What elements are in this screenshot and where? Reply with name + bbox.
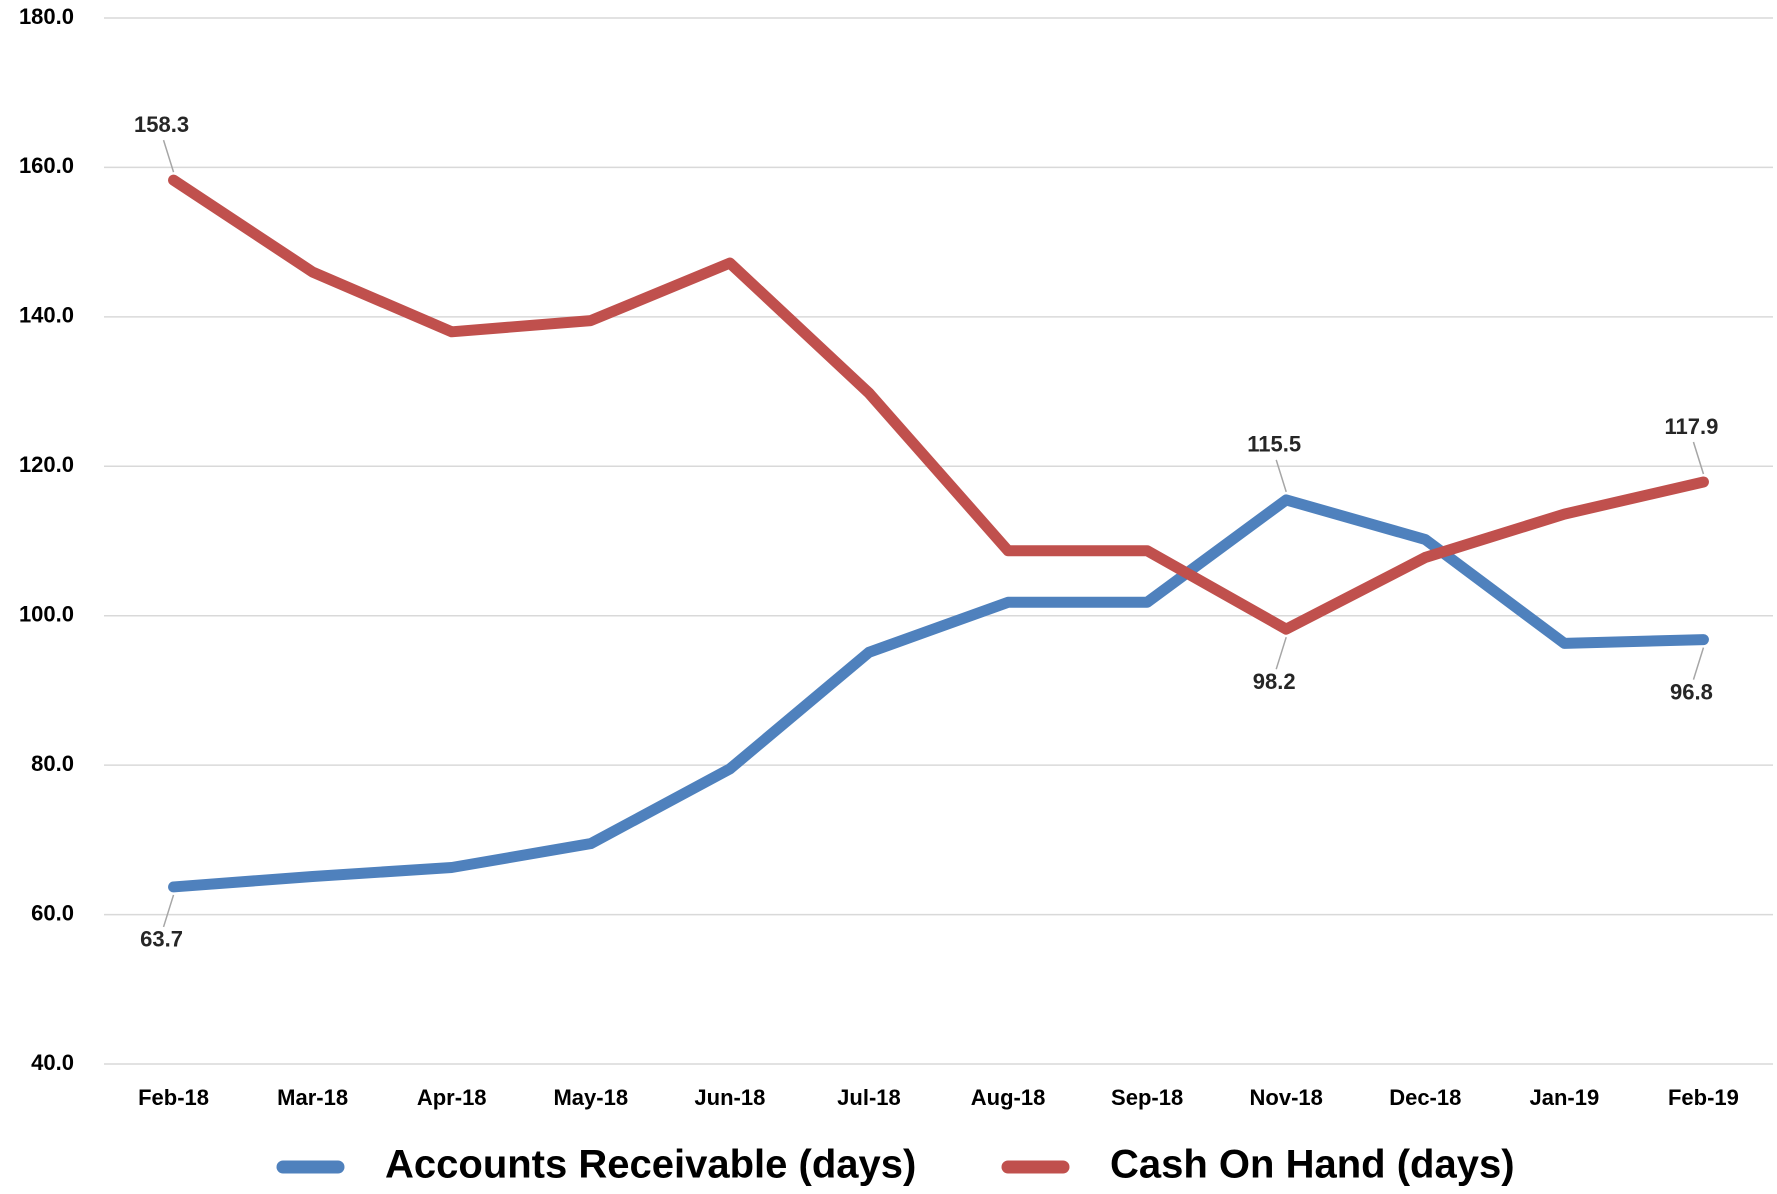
data-label: 96.8	[1670, 679, 1713, 704]
leader-line	[1692, 647, 1705, 680]
y-tick-label: 180.0	[19, 4, 74, 29]
leader-line	[1275, 459, 1287, 493]
x-tick-label: Nov-18	[1250, 1085, 1323, 1110]
y-tick-label: 80.0	[31, 751, 74, 776]
y-tick-label: 100.0	[19, 602, 74, 627]
data-label: 117.9	[1665, 414, 1719, 439]
x-tick-label: Apr-18	[417, 1085, 487, 1110]
y-tick-label: 160.0	[19, 153, 74, 178]
legend-label: Cash On Hand (days)	[1110, 1143, 1515, 1187]
series-line	[168, 494, 1709, 893]
leader-line	[162, 139, 175, 173]
leader-line	[162, 894, 175, 928]
x-tick-label: Aug-18	[971, 1085, 1046, 1110]
x-tick-label: Jun-18	[694, 1085, 765, 1110]
data-label: 158.3	[134, 112, 189, 137]
data-label: 98.2	[1253, 669, 1296, 694]
x-tick-label: Jan-19	[1530, 1085, 1600, 1110]
y-tick-label: 120.0	[19, 452, 74, 477]
data-label: 63.7	[140, 927, 183, 952]
data-label: 115.5	[1247, 432, 1301, 457]
y-tick-label: 60.0	[31, 900, 74, 925]
legend-label: Accounts Receivable (days)	[385, 1143, 916, 1187]
y-tick-label: 40.0	[31, 1050, 74, 1075]
leader-line	[1692, 441, 1705, 475]
x-tick-label: Feb-18	[138, 1085, 209, 1110]
x-tick-label: Sep-18	[1111, 1085, 1183, 1110]
x-tick-label: Jul-18	[837, 1085, 901, 1110]
leader-line	[1275, 636, 1287, 670]
x-tick-label: Dec-18	[1389, 1085, 1461, 1110]
series-line	[168, 174, 1709, 635]
x-tick-label: Feb-19	[1668, 1085, 1739, 1110]
x-tick-label: Mar-18	[277, 1085, 348, 1110]
x-tick-label: May-18	[553, 1085, 628, 1110]
y-tick-label: 140.0	[19, 303, 74, 328]
